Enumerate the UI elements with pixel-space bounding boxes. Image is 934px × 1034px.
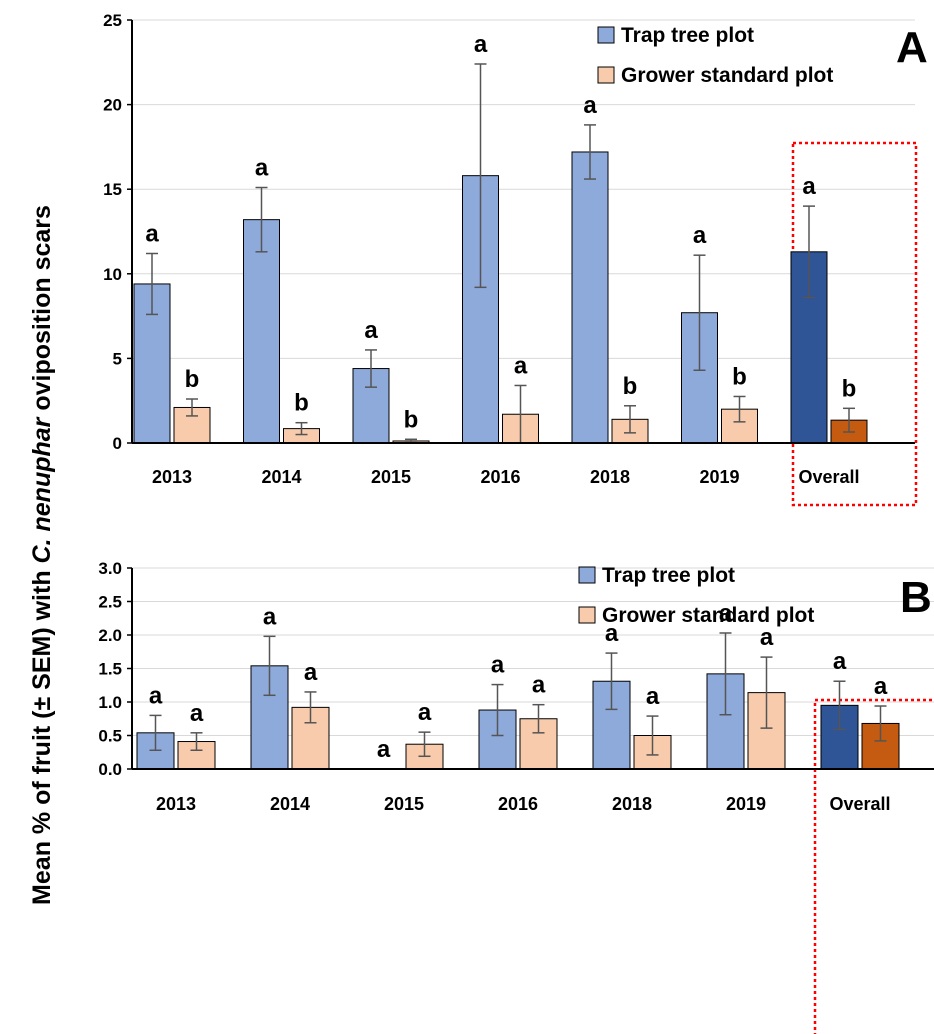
legend-swatch <box>578 566 596 584</box>
x-category-label: 2014 <box>261 467 301 487</box>
significance-letter: a <box>364 317 378 344</box>
legend-label: Grower standard plot <box>621 64 833 87</box>
y-tick-label: 2.0 <box>98 626 122 645</box>
significance-letter: a <box>646 683 660 710</box>
legend-swatch <box>578 606 596 624</box>
panel-a-chart: 0 5 10 15 20 25 a b 2013 a b 2014 a b 2015 a a 2016 a b 2018… <box>103 11 928 507</box>
x-category-label: 2018 <box>590 467 630 487</box>
significance-letter: a <box>532 672 546 699</box>
significance-letter: a <box>605 620 619 647</box>
significance-letter: a <box>833 648 847 675</box>
y-tick-label: 2.5 <box>98 593 122 612</box>
significance-letter: a <box>802 173 816 200</box>
panel-letter: B <box>900 573 932 622</box>
y-tick-label: 0 <box>113 434 122 453</box>
x-category-label: Overall <box>829 794 890 814</box>
significance-letter: a <box>190 700 204 727</box>
y-tick-label: 3.0 <box>98 559 122 578</box>
x-category-label: Overall <box>798 467 859 487</box>
significance-letter: a <box>719 600 733 627</box>
legend-label: Grower standard plot <box>602 604 814 627</box>
significance-letter: a <box>149 682 163 709</box>
significance-letter: b <box>185 366 200 393</box>
legend-swatch <box>597 26 615 44</box>
significance-letter: b <box>623 373 638 400</box>
x-category-label: 2016 <box>480 467 520 487</box>
x-category-label: 2018 <box>612 794 652 814</box>
x-category-label: 2019 <box>699 467 739 487</box>
significance-letter: a <box>418 699 432 726</box>
significance-letter: b <box>732 363 747 390</box>
bar-trap-tree-2014 <box>243 219 280 444</box>
y-tick-label: 1.5 <box>98 660 122 679</box>
y-tick-label: 15 <box>103 180 122 199</box>
significance-letter: a <box>491 652 505 679</box>
significance-letter: a <box>874 673 888 700</box>
significance-letter: a <box>255 155 269 182</box>
significance-letter: a <box>377 736 391 763</box>
x-category-label: 2019 <box>726 794 766 814</box>
y-tick-label: 25 <box>103 11 122 30</box>
panel-letter: A <box>896 23 928 72</box>
x-category-label: 2015 <box>384 794 424 814</box>
x-category-label: 2014 <box>270 794 310 814</box>
legend-swatch <box>597 66 615 84</box>
overall-highlight-box <box>813 698 934 1034</box>
significance-letter: a <box>760 624 774 651</box>
y-tick-label: 10 <box>103 265 122 284</box>
significance-letter: b <box>842 375 857 402</box>
y-tick-label: 0.0 <box>98 760 122 779</box>
y-axis-label: Mean % of fruit (± SEM) with C. nenuphar… <box>28 205 56 905</box>
significance-letter: a <box>304 659 318 686</box>
panel-b-chart: 0.00.51.01.52.02.53.0aa2013aa2014aa2015a… <box>98 559 934 1034</box>
significance-letter: a <box>514 352 528 379</box>
y-tick-label: 0.5 <box>98 727 122 746</box>
y-tick-label: 20 <box>103 96 122 115</box>
x-category-label: 2016 <box>498 794 538 814</box>
legend-label: Trap tree plot <box>602 564 735 587</box>
y-tick-label: 5 <box>113 349 122 368</box>
y-tick-label: 1.0 <box>98 693 122 712</box>
significance-letter: b <box>294 390 309 417</box>
x-category-label: 2013 <box>152 467 192 487</box>
significance-letter: a <box>263 603 277 630</box>
significance-letter: a <box>583 92 597 119</box>
significance-letter: a <box>693 222 707 249</box>
legend-label: Trap tree plot <box>621 24 754 47</box>
significance-letter: a <box>474 31 488 58</box>
x-category-label: 2015 <box>371 467 411 487</box>
significance-letter: b <box>404 406 419 433</box>
x-category-label: 2013 <box>156 794 196 814</box>
bar-trap-tree-2018 <box>571 151 609 444</box>
significance-letter: a <box>145 220 159 247</box>
